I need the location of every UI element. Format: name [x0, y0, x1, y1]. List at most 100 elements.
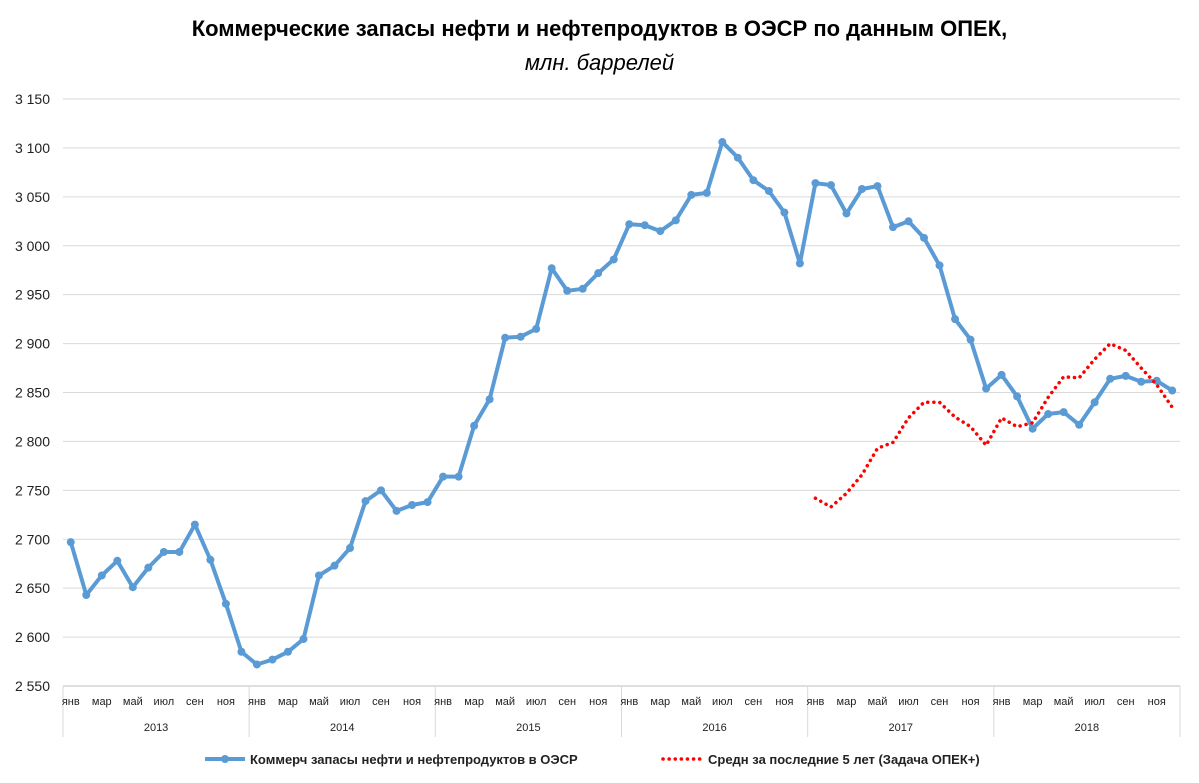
data-point [314, 571, 323, 580]
data-point [485, 395, 494, 404]
data-point [283, 647, 292, 656]
data-point [159, 547, 168, 556]
data-point [764, 186, 773, 195]
year-label: 2018 [1075, 722, 1099, 734]
y-tick-label: 3 050 [15, 189, 50, 205]
legend-label-5yr-average: Средн за последние 5 лет (Задача ОПЕК+) [708, 752, 980, 767]
data-point [392, 506, 401, 515]
data-point [1059, 408, 1068, 417]
y-tick-label: 2 600 [15, 629, 50, 645]
x-tick-label: ноя [1148, 696, 1166, 708]
legend-label-oecd-stocks: Коммерч запасы нефти и нефтепродуктов в … [250, 752, 578, 767]
x-tick-label: июл [1084, 696, 1105, 708]
x-tick-label: мар [837, 696, 857, 708]
data-point [920, 233, 929, 242]
data-point [702, 188, 711, 197]
data-point [982, 384, 991, 393]
x-tick-label: мар [650, 696, 670, 708]
series-line-5yr-average [813, 341, 1174, 510]
data-point [951, 315, 960, 324]
year-label: 2017 [889, 722, 913, 734]
x-tick-label: янв [248, 696, 266, 708]
x-tick-label: ноя [217, 696, 235, 708]
x-tick-label: мар [464, 696, 484, 708]
x-tick-label: май [681, 696, 701, 708]
data-point [470, 421, 479, 430]
year-label: 2016 [702, 722, 726, 734]
data-point [516, 332, 525, 341]
x-tick-label: сен [745, 696, 763, 708]
data-point [857, 185, 866, 194]
data-point [594, 269, 603, 278]
data-point [733, 153, 742, 162]
year-label: 2014 [330, 722, 354, 734]
y-tick-label: 2 850 [15, 385, 50, 401]
data-point [408, 501, 417, 510]
x-tick-label: янв [993, 696, 1011, 708]
year-label: 2013 [144, 722, 168, 734]
y-tick-label: 2 950 [15, 287, 50, 303]
data-point [1090, 398, 1099, 407]
y-tick-label: 2 700 [15, 531, 50, 547]
data-point [423, 498, 432, 507]
data-point [609, 255, 618, 264]
data-point [1044, 410, 1053, 419]
x-tick-label: июл [526, 696, 547, 708]
x-tick-label: янв [434, 696, 452, 708]
data-point [532, 324, 541, 333]
y-tick-label: 2 900 [15, 336, 50, 352]
data-point [82, 591, 91, 600]
data-point [1121, 371, 1130, 380]
x-tick-label: май [495, 696, 515, 708]
data-point [997, 370, 1006, 379]
data-point [1106, 374, 1115, 383]
data-point [842, 209, 851, 218]
data-point [826, 181, 835, 190]
legend-marker [221, 755, 229, 763]
data-point [330, 561, 339, 570]
x-tick-label: янв [806, 696, 824, 708]
data-point [563, 286, 572, 295]
data-point [640, 221, 649, 230]
data-point [377, 486, 386, 495]
data-point [501, 333, 510, 342]
y-tick-label: 3 100 [15, 140, 50, 156]
x-tick-label: мар [278, 696, 298, 708]
data-point [1075, 420, 1084, 429]
x-tick-label: мар [1023, 696, 1043, 708]
x-tick-label: ноя [961, 696, 979, 708]
data-point [547, 264, 556, 273]
x-tick-label: июл [340, 696, 361, 708]
data-point [299, 635, 308, 644]
data-point [780, 208, 789, 217]
data-point [795, 259, 804, 268]
data-point [718, 138, 727, 147]
y-tick-label: 3 000 [15, 238, 50, 254]
chart-title: Коммерческие запасы нефти и нефтепродукт… [191, 16, 1008, 41]
data-point [237, 647, 246, 656]
data-point [888, 223, 897, 232]
x-tick-label: май [309, 696, 329, 708]
data-point [811, 179, 820, 188]
data-point [144, 563, 153, 572]
data-point [1137, 377, 1146, 386]
x-tick-label: янв [620, 696, 638, 708]
data-point [252, 660, 261, 669]
y-tick-label: 2 750 [15, 482, 50, 498]
data-point [66, 538, 75, 547]
series-line-oecd-stocks [68, 140, 1174, 667]
data-point [1013, 392, 1022, 401]
y-tick-label: 2 650 [15, 580, 50, 596]
data-point [175, 547, 184, 556]
data-point [1028, 424, 1037, 433]
data-point [97, 571, 106, 580]
data-point [190, 520, 199, 529]
x-tick-label: сен [558, 696, 576, 708]
data-point [1168, 386, 1177, 395]
x-tick-label: янв [62, 696, 80, 708]
x-tick-label: сен [1117, 696, 1135, 708]
data-point [687, 190, 696, 199]
x-tick-label: июл [154, 696, 175, 708]
data-point [113, 556, 122, 565]
